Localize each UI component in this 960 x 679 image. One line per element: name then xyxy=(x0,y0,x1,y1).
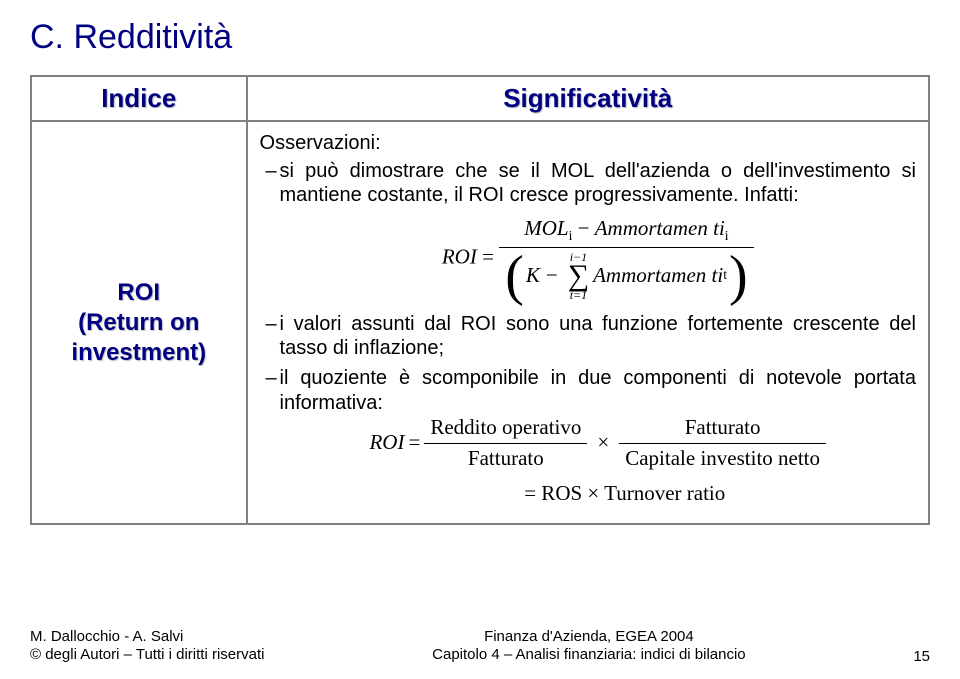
f2-row1: ROI = Reddito operativo Fatturato × Fatt… xyxy=(369,415,826,471)
roi-label-line2: (Return on xyxy=(78,308,199,338)
f1-den-content: K − i−1 ∑ t=1 Ammortamen tit xyxy=(524,250,729,302)
header-significativita: Significatività xyxy=(247,76,929,121)
minus-sign-den: − xyxy=(540,263,564,289)
f1-paren-wrap: ( K − i−1 ∑ t=1 xyxy=(505,250,747,302)
f2-lhs: ROI xyxy=(369,430,404,456)
minus-sign: − xyxy=(578,216,595,240)
f1-mol-sub: i xyxy=(569,228,573,243)
footer: M. Dallocchio - A. Salvi © degli Autori … xyxy=(30,628,930,666)
f1-fraction: MOLi − Ammortamen tii ( K − xyxy=(499,216,753,302)
f2-frac2-den: Capitale investito netto xyxy=(619,444,826,472)
footer-authors: M. Dallocchio - A. Salvi xyxy=(30,628,264,647)
summation-icon: i−1 ∑ t=1 xyxy=(568,251,589,301)
f2-frac1-num: Reddito operativo xyxy=(424,415,587,444)
header-indice: Indice xyxy=(31,76,247,121)
observations-list: si può dimostrare che se il MOL dell'azi… xyxy=(260,159,916,507)
f1-den-amm-sub: t xyxy=(723,267,727,284)
footer-center: Finanza d'Azienda, EGEA 2004 Capitolo 4 … xyxy=(432,628,746,666)
f1-den-amm: Ammortamen ti xyxy=(593,263,723,289)
f2-equals: = xyxy=(408,430,420,456)
footer-chapter: Capitolo 4 – Analisi finanziaria: indici… xyxy=(432,646,746,665)
content-table: Indice Significatività ROI (Return on in… xyxy=(30,75,930,525)
roi-label-line1: ROI xyxy=(117,278,160,308)
footer-book: Finanza d'Azienda, EGEA 2004 xyxy=(432,628,746,647)
f1-denominator: ( K − i−1 ∑ t=1 xyxy=(499,248,753,302)
sum-lower: t=1 xyxy=(568,289,589,301)
equals-sign: = xyxy=(482,245,499,269)
f2-frac2-num: Fatturato xyxy=(619,415,826,444)
roi-label-line3: investment) xyxy=(71,338,206,368)
f2-frac2: Fatturato Capitale investito netto xyxy=(619,415,826,471)
body-row: ROI (Return on investment) Osservazioni:… xyxy=(31,121,929,524)
f1-amm: Ammortamen ti xyxy=(595,216,725,240)
f1-k: K xyxy=(526,263,540,289)
page-title: C. Redditività xyxy=(30,18,930,57)
f2-frac1-den: Fatturato xyxy=(424,444,587,472)
observations-cell: Osservazioni: si può dimostrare che se i… xyxy=(247,121,929,524)
times-icon: × xyxy=(591,430,615,456)
f1-mol: MOL xyxy=(524,216,568,240)
left-paren-icon: ( xyxy=(505,250,524,302)
roi-formula-2: ROI = Reddito operativo Fatturato × Fatt… xyxy=(280,415,916,507)
footer-page: 15 xyxy=(913,648,930,665)
bullet-2: i valori assunti dal ROI sono una funzio… xyxy=(266,312,916,361)
right-paren-icon: ) xyxy=(729,250,748,302)
f2-frac1: Reddito operativo Fatturato xyxy=(424,415,587,471)
f2-line2: = ROS × Turnover ratio xyxy=(470,481,725,507)
bullet-1: si può dimostrare che se il MOL dell'azi… xyxy=(266,159,916,302)
bullet-3-text: il quoziente è scomponibile in due compo… xyxy=(280,367,916,413)
bullet-1-text: si può dimostrare che se il MOL dell'azi… xyxy=(280,160,916,206)
f1-amm-sub: i xyxy=(725,228,729,243)
footer-copyright: © degli Autori – Tutti i diritti riserva… xyxy=(30,646,264,665)
observations-label: Osservazioni: xyxy=(260,132,916,155)
footer-left: M. Dallocchio - A. Salvi © degli Autori … xyxy=(30,628,264,666)
roi-formula-1: ROI = MOLi − Ammortamen tii ( xyxy=(280,216,916,302)
f1-numerator: MOLi − Ammortamen tii xyxy=(499,216,753,248)
f1-lhs: ROI xyxy=(442,245,477,269)
sigma-icon: ∑ xyxy=(568,263,589,289)
header-row: Indice Significatività xyxy=(31,76,929,121)
roi-cell: ROI (Return on investment) xyxy=(31,121,247,524)
bullet-3: il quoziente è scomponibile in due compo… xyxy=(266,366,916,507)
